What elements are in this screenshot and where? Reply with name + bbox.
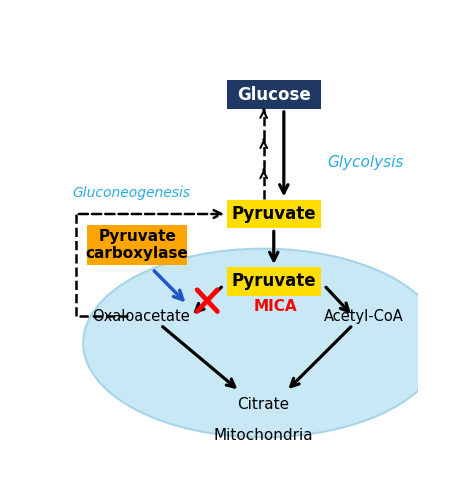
Text: MICA: MICA	[253, 299, 297, 314]
FancyBboxPatch shape	[226, 200, 320, 228]
Ellipse shape	[83, 248, 442, 438]
Text: Gluconeogenesis: Gluconeogenesis	[72, 186, 190, 200]
FancyBboxPatch shape	[87, 224, 187, 265]
Text: Pyruvate: Pyruvate	[231, 272, 315, 290]
Text: Acetyl-CoA: Acetyl-CoA	[323, 308, 403, 324]
FancyBboxPatch shape	[226, 80, 320, 109]
Text: Glucose: Glucose	[237, 86, 310, 103]
Text: Pyruvate: Pyruvate	[231, 205, 315, 223]
Text: Pyruvate
carboxylase: Pyruvate carboxylase	[86, 228, 188, 261]
Text: Mitochondria: Mitochondria	[213, 428, 312, 443]
FancyBboxPatch shape	[226, 267, 320, 296]
Text: Glycolysis: Glycolysis	[327, 154, 403, 170]
Text: Oxaloacetate: Oxaloacetate	[92, 308, 189, 324]
Text: Citrate: Citrate	[237, 397, 288, 412]
